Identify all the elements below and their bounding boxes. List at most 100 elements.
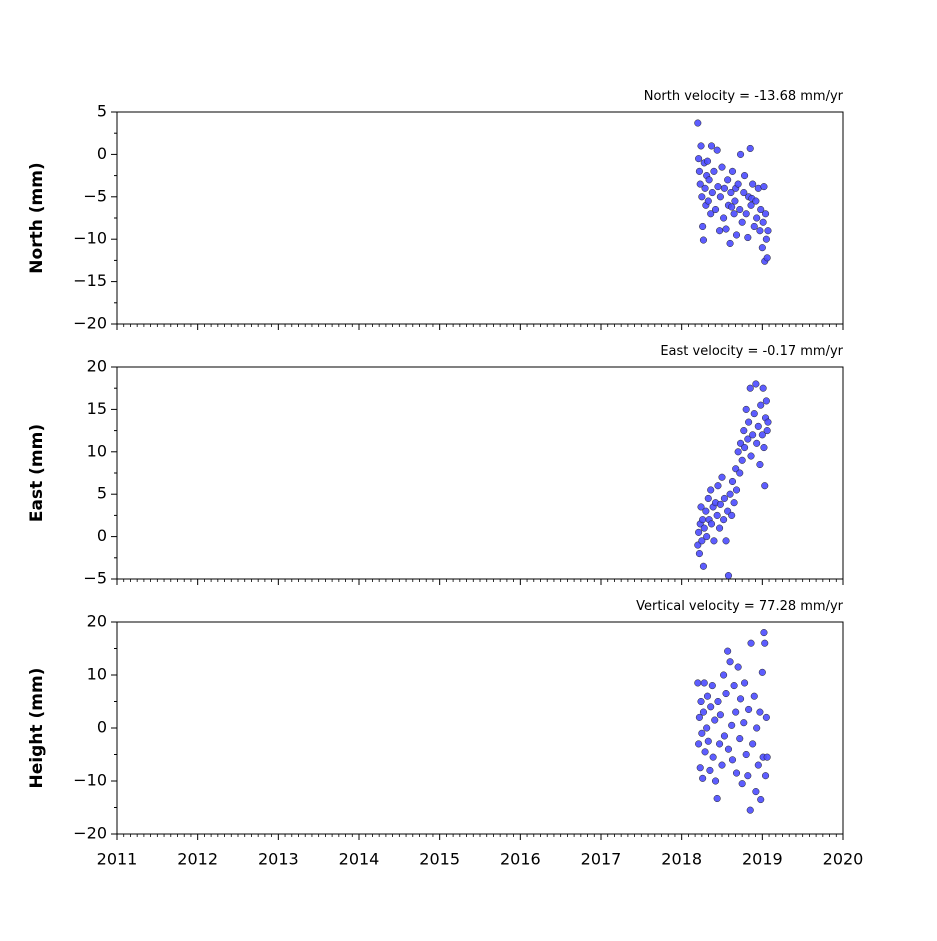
data-point: [703, 724, 711, 732]
y-tick-label: 20: [87, 612, 107, 631]
data-point: [745, 705, 753, 714]
data-point: [727, 189, 735, 197]
data-point: [707, 142, 716, 150]
data-point: [696, 180, 704, 188]
data-point: [720, 671, 728, 679]
data-point: [720, 516, 728, 524]
data-point: [713, 146, 721, 154]
data-point: [762, 772, 770, 780]
data-point: [760, 629, 768, 637]
data-point: [762, 713, 770, 721]
data-point: [730, 682, 738, 690]
data-point: [732, 708, 740, 716]
data-point: [704, 197, 712, 205]
data-point: [716, 193, 724, 201]
data-point: [699, 708, 707, 716]
data-point: [764, 227, 772, 235]
data-point: [711, 205, 720, 214]
y-tick-label: 20: [87, 357, 107, 376]
data-point: [757, 401, 765, 409]
data-point: [699, 222, 707, 231]
data-point: [736, 735, 744, 743]
data-point: [694, 679, 702, 687]
data-point: [711, 716, 719, 724]
x-tick-label: 2016: [500, 850, 541, 869]
data-point: [716, 524, 724, 532]
data-point: [696, 764, 704, 772]
data-point: [754, 761, 762, 769]
data-point: [701, 748, 709, 756]
x-tick-label: 2014: [339, 850, 380, 869]
data-point: [720, 732, 728, 740]
data-point: [747, 452, 755, 460]
x-tick-label: 2019: [742, 850, 783, 869]
data-point: [747, 201, 755, 209]
data-point: [741, 172, 749, 180]
data-point: [726, 239, 734, 247]
y-tick-label: −5: [83, 186, 107, 205]
data-point: [740, 719, 748, 727]
data-point: [706, 766, 714, 774]
plot-frame: [116, 366, 844, 580]
y-tick-label: −10: [73, 229, 107, 248]
data-point: [703, 692, 712, 700]
data-point: [730, 210, 738, 218]
data-point: [740, 427, 748, 435]
data-point: [762, 397, 770, 405]
data-point: [746, 384, 754, 392]
data-point: [703, 157, 712, 165]
data-point: [750, 692, 758, 700]
x-tick-label: 2020: [823, 850, 864, 869]
x-tick-label: 2012: [177, 850, 218, 869]
y-tick-label: 0: [97, 718, 107, 737]
data-point: [728, 511, 736, 519]
data-point: [709, 753, 717, 761]
data-point: [757, 205, 765, 214]
panel-title: Vertical velocity = 77.28 mm/yr: [636, 599, 844, 614]
data-point: [699, 236, 707, 244]
y-tick-label: 5: [97, 102, 107, 121]
data-point: [745, 418, 753, 426]
data-point: [742, 750, 750, 759]
data-point: [753, 214, 761, 222]
data-point: [741, 679, 749, 687]
data-point: [697, 697, 705, 706]
data-point: [762, 210, 770, 218]
data-point: [716, 740, 724, 748]
data-point: [728, 203, 736, 211]
data-point: [695, 713, 703, 721]
data-point: [749, 740, 757, 748]
data-point: [695, 167, 703, 175]
data-point: [757, 796, 765, 804]
data-point: [695, 528, 703, 536]
data-point: [732, 231, 741, 239]
data-point: [763, 254, 771, 262]
x-tick-label: 2015: [419, 850, 460, 869]
data-point: [746, 144, 754, 153]
data-point: [756, 708, 764, 716]
data-point: [754, 422, 762, 430]
data-point: [702, 507, 710, 515]
data-point: [713, 794, 721, 803]
data-point: [734, 180, 742, 188]
y-tick-label: 10: [87, 441, 107, 460]
data-point: [756, 227, 764, 235]
data-point: [763, 427, 771, 435]
data-point: [718, 163, 726, 171]
data-point: [756, 460, 764, 469]
data-point: [728, 167, 737, 175]
data-point: [730, 499, 738, 507]
y-axis-label: Height (mm): [27, 668, 47, 789]
data-point: [762, 235, 770, 243]
data-point: [724, 176, 732, 184]
data-point: [749, 180, 757, 188]
data-point: [718, 473, 726, 481]
data-point: [704, 494, 712, 502]
data-point: [764, 418, 772, 426]
data-point: [737, 150, 745, 158]
data-point: [710, 537, 718, 545]
data-point: [695, 740, 703, 748]
data-point: [736, 205, 744, 214]
data-point: [716, 500, 724, 508]
